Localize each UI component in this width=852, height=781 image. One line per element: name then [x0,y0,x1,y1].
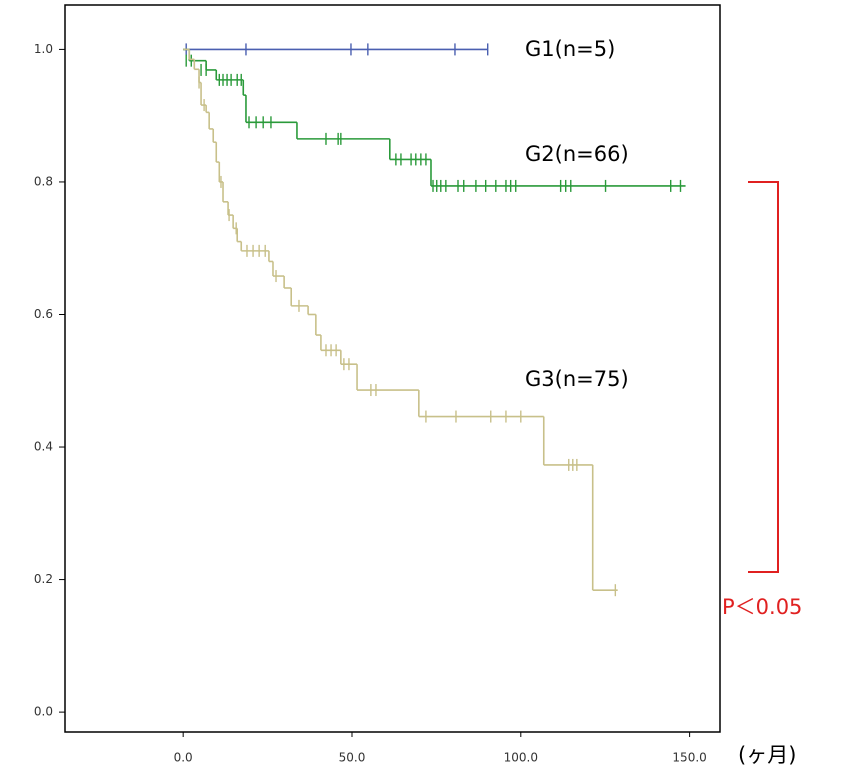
series-label: G3(n=75) [525,367,629,391]
plot-frame [64,4,721,733]
y-tick-label: 1.0 [34,42,53,56]
series-label: G2(n=66) [525,142,629,166]
y-tick-label: 0.4 [34,440,53,454]
series-label: G1(n=5) [525,37,615,61]
x-tick-label: 0.0 [174,751,193,765]
significance-bracket [748,181,779,573]
x-tick-label: 100.0 [504,751,538,765]
p-value: P＜0.05 [722,595,802,619]
x-tick-label: 150.0 [672,751,706,765]
y-tick-label: 0.0 [34,705,53,719]
x-tick-label: 50.0 [339,751,366,765]
y-tick-label: 0.2 [34,572,53,586]
y-tick-label: 0.8 [34,174,53,188]
y-tick-label: 0.6 [34,307,53,321]
x-unit-label: (ヶ月) [738,743,796,767]
